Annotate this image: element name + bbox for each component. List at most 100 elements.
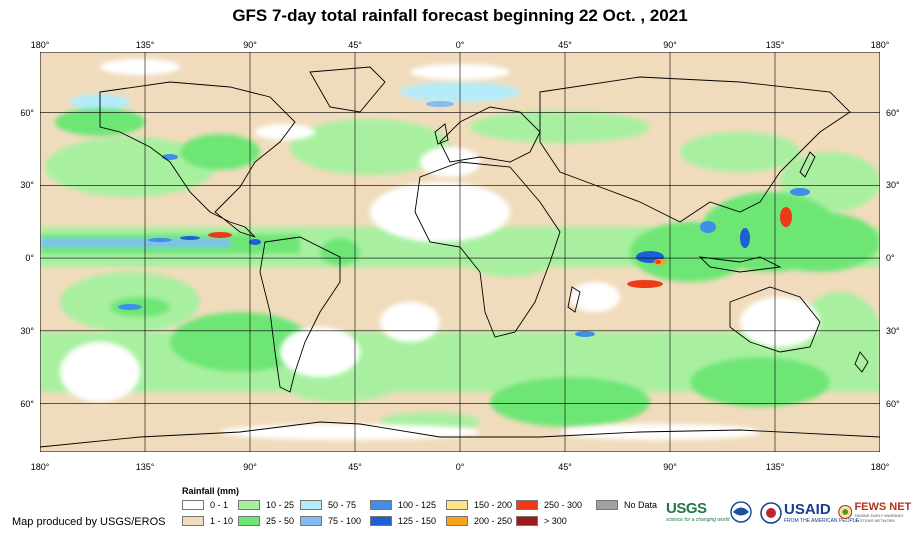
- longitude-label: 45°: [558, 462, 572, 472]
- legend-swatch: [370, 500, 392, 510]
- legend-swatch: [238, 516, 260, 526]
- madagascar: [567, 286, 581, 313]
- legend-item: 200 - 250: [446, 516, 512, 526]
- usaid-logo-text: USAID: [784, 501, 831, 518]
- antarctica: [40, 421, 880, 448]
- legend-item: 250 - 300: [516, 500, 582, 510]
- longitude-label: 90°: [663, 462, 677, 472]
- longitude-label: 135°: [765, 462, 785, 472]
- legend-item: 75 - 100: [300, 516, 361, 526]
- dry-areas: [60, 59, 820, 440]
- fews-net-logo-text: FEWS NET: [854, 501, 912, 513]
- usaid-tagline: FROM THE AMERICAN PEOPLE: [784, 518, 859, 524]
- rainfall-map: [40, 52, 880, 452]
- usaid-seal-icon: [760, 501, 782, 524]
- legend-label: 25 - 50: [266, 516, 295, 526]
- latitude-label: 30°: [886, 180, 900, 191]
- legend-item: No Data: [596, 500, 657, 510]
- longitude-label: 135°: [765, 40, 785, 50]
- legend-item: > 300: [516, 516, 567, 526]
- heavy-rain-cells: [118, 101, 810, 337]
- longitude-label: 45°: [348, 40, 362, 50]
- latitude-label: 60°: [20, 398, 34, 409]
- noaa-logo: [730, 501, 752, 523]
- longitude-label: 180°: [870, 462, 890, 472]
- legend-title: Rainfall (mm): [182, 486, 240, 496]
- africa: [414, 161, 561, 338]
- legend-label: 150 - 200: [474, 500, 513, 510]
- fews-net-logo: FEWS NET FAMINE EARLY WARNING SYSTEMS NE…: [838, 501, 920, 523]
- legend-swatch: [182, 516, 204, 526]
- asia: [539, 76, 851, 223]
- latitude-label: 60°: [886, 107, 900, 118]
- legend-item: 125 - 150: [370, 516, 436, 526]
- legend-swatch: [446, 516, 468, 526]
- map-title: GFS 7-day total rainfall forecast beginn…: [232, 6, 688, 25]
- legend-swatch: [370, 516, 392, 526]
- legend-swatch: [300, 500, 322, 510]
- australia: [729, 286, 821, 353]
- credit-text: Map produced by USGS/EROS: [12, 516, 166, 528]
- legend-item: 50 - 75: [300, 500, 356, 510]
- longitude-label: 180°: [30, 462, 50, 472]
- latitude-label: 30°: [886, 325, 900, 336]
- latitude-label: 60°: [20, 107, 34, 118]
- legend-swatch: [182, 500, 204, 510]
- legend-label: 75 - 100: [328, 516, 362, 526]
- longitude-label: 0°: [455, 462, 465, 472]
- greenland: [309, 66, 386, 113]
- north-america: [99, 81, 296, 238]
- japan: [799, 151, 816, 178]
- usgs-logo-text: USGS: [666, 500, 707, 517]
- legend-swatch: [596, 500, 618, 510]
- longitude-label: 180°: [30, 40, 50, 50]
- latitude-label: 60°: [886, 398, 900, 409]
- legend-item: 0 - 1: [182, 500, 228, 510]
- longitude-label: 90°: [243, 40, 257, 50]
- legend-label: 200 - 250: [474, 516, 513, 526]
- legend-item: 10 - 25: [238, 500, 294, 510]
- fews-net-emblem-icon: [838, 504, 853, 520]
- legend-swatch: [516, 516, 538, 526]
- coastlines: [40, 66, 880, 448]
- latitude-label: 30°: [20, 325, 34, 336]
- longitude-label: 90°: [243, 462, 257, 472]
- longitude-label: 45°: [558, 40, 572, 50]
- legend-item: 100 - 125: [370, 500, 436, 510]
- latitude-label: 0°: [25, 253, 34, 264]
- usgs-logo: USGS science for a changing world: [666, 500, 729, 523]
- legend-label: No Data: [624, 500, 658, 510]
- legend-swatch: [446, 500, 468, 510]
- longitude-label: 135°: [135, 40, 155, 50]
- legend-label: 125 - 150: [398, 516, 437, 526]
- longitude-label: 180°: [870, 40, 890, 50]
- legend-item: 1 - 10: [182, 516, 233, 526]
- legend-label: 50 - 75: [328, 500, 357, 510]
- noaa-emblem-icon: [730, 501, 752, 523]
- latitude-label: 30°: [20, 180, 34, 191]
- legend-label: 250 - 300: [544, 500, 583, 510]
- usgs-tagline: science for a changing world: [666, 517, 730, 523]
- fews-net-tagline: FAMINE EARLY WARNING SYSTEMS NETWORK: [854, 513, 904, 523]
- legend-swatch: [300, 516, 322, 526]
- indonesia: [698, 256, 782, 273]
- graticule: [40, 52, 880, 452]
- europe: [439, 106, 541, 163]
- latitude-label: 0°: [886, 253, 895, 264]
- longitude-label: 90°: [663, 40, 677, 50]
- legend-item: 150 - 200: [446, 500, 512, 510]
- new-zealand: [854, 351, 869, 373]
- longitude-label: 0°: [455, 40, 465, 50]
- legend-item: 25 - 50: [238, 516, 294, 526]
- usaid-logo: USAID FROM THE AMERICAN PEOPLE: [760, 501, 859, 524]
- legend-swatch: [516, 500, 538, 510]
- legend-label: 1 - 10: [210, 516, 234, 526]
- south-america: [259, 236, 341, 393]
- legend-label: > 300: [544, 516, 567, 526]
- legend-label: 100 - 125: [398, 500, 437, 510]
- longitude-label: 45°: [348, 462, 362, 472]
- legend-swatch: [238, 500, 260, 510]
- british-isles: [434, 123, 449, 145]
- legend-label: 10 - 25: [266, 500, 295, 510]
- legend-label: 0 - 1: [210, 500, 229, 510]
